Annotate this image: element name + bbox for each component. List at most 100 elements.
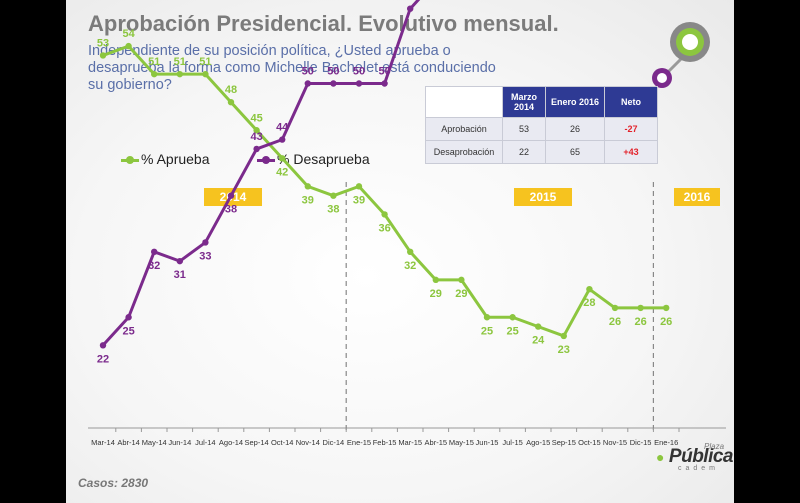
data-label: 44 [276, 122, 289, 134]
net-table-col-3: Neto [604, 86, 658, 118]
data-point [663, 304, 670, 312]
legend-line-aprueba [121, 155, 139, 164]
legend-item-desaprueba: % Desaprueba [257, 151, 370, 167]
data-label: 22 [97, 353, 109, 365]
x-tick-label: May-14 [142, 438, 167, 447]
page-title: Aprobación Presidencial. Evolutivo mensu… [88, 11, 559, 36]
data-point [483, 314, 491, 321]
data-label: 25 [122, 325, 134, 337]
legend-item-aprueba: % Aprueba [121, 151, 210, 167]
x-tick-label: Nov-15 [603, 438, 627, 447]
net-table-corner [425, 86, 503, 118]
legend-line-desaprueba [257, 155, 275, 164]
brand-main: Pública [668, 446, 734, 467]
data-label: 48 [225, 84, 237, 96]
x-tick-label: Dic-15 [630, 438, 652, 447]
data-point [99, 52, 107, 59]
data-label: 32 [148, 260, 160, 272]
table-row: Desaprobación 22 65 +43 [425, 140, 658, 164]
data-point [151, 248, 158, 255]
slide: Aprobación Presidencial. Evolutivo mensu… [66, 0, 734, 503]
year-badge-2016: 2016 [674, 188, 720, 206]
legend-label-aprueba: % Aprueba [141, 151, 210, 167]
data-point [560, 332, 567, 340]
net-row-v1: 22 [502, 140, 546, 164]
data-label: 50 [378, 66, 390, 78]
x-tick-label: Sep-14 [245, 438, 269, 447]
data-point [253, 145, 260, 153]
data-point [355, 183, 363, 190]
data-label: 32 [404, 260, 416, 272]
x-tick-label: Jul-14 [195, 438, 215, 447]
data-label: 50 [302, 66, 314, 78]
data-point [125, 42, 132, 50]
data-point [381, 80, 388, 87]
cases-note: Casos: 2830 [78, 476, 149, 490]
data-point [125, 314, 132, 321]
data-label: 39 [302, 194, 314, 206]
brand-top: Plaza [704, 442, 725, 451]
net-row-v2: 65 [545, 140, 605, 164]
data-label: 50 [353, 66, 365, 78]
data-label: 51 [174, 56, 186, 68]
data-label: 29 [455, 288, 467, 300]
x-tick-label: Mar-15 [398, 438, 422, 447]
data-label: 33 [199, 250, 211, 262]
year-badge-2015: 2015 [514, 188, 572, 206]
brand-dot-icon: ● [656, 449, 665, 465]
data-point [304, 183, 311, 190]
x-tick-label: Ago-14 [219, 438, 243, 447]
x-tick-label: Ene-15 [347, 438, 371, 447]
data-point [611, 304, 619, 312]
data-label: 39 [353, 194, 365, 206]
data-point [151, 70, 158, 78]
data-point [535, 323, 542, 330]
data-label: 36 [378, 222, 390, 234]
data-label: 26 [609, 316, 621, 328]
brand-bottom: cadem [678, 465, 720, 472]
data-point [330, 80, 337, 87]
data-point [227, 99, 235, 106]
data-point [279, 136, 286, 143]
x-tick-label: Oct-14 [271, 438, 294, 447]
data-label: 31 [174, 269, 186, 281]
data-point [407, 248, 414, 255]
x-tick-label: Feb-15 [373, 438, 397, 447]
data-label: 26 [634, 316, 646, 328]
x-tick-label: Ene-16 [654, 438, 678, 447]
x-tick-label: Jun-15 [476, 438, 499, 447]
data-point [637, 304, 644, 312]
legend-label-desaprueba: % Desaprueba [277, 151, 370, 167]
net-row-net: +43 [604, 140, 658, 164]
brand-ring-icon [646, 12, 716, 92]
data-label: 29 [430, 288, 442, 300]
x-tick-label: Nov-14 [296, 438, 320, 447]
x-tick-label: Mar-14 [91, 438, 115, 447]
series-line-1 [101, 0, 421, 347]
x-tick-label: Dic-14 [323, 438, 345, 447]
data-label: 24 [532, 335, 545, 347]
data-point [458, 276, 465, 284]
data-point [432, 276, 439, 284]
x-tick-label: Abr-15 [425, 438, 448, 447]
net-row-label: Desaprobación [425, 140, 503, 164]
data-label: 43 [250, 131, 262, 143]
data-label: 23 [558, 344, 570, 356]
brand-logo: Plaza ● Pública cadem [656, 442, 734, 472]
data-point [381, 211, 388, 218]
net-table-col-2: Enero 2016 [545, 86, 605, 118]
data-point [586, 286, 593, 293]
data-point [176, 70, 183, 78]
data-point [279, 155, 286, 162]
data-label: 26 [660, 316, 672, 328]
data-label: 38 [225, 204, 237, 216]
data-label: 38 [327, 204, 339, 216]
x-tick-label: Jul-15 [502, 438, 522, 447]
x-tick-label: Ago-15 [526, 438, 550, 447]
page-subtitle: Independiente de su posición política, ¿… [88, 43, 496, 93]
data-label: 25 [481, 325, 493, 337]
data-point [355, 80, 363, 87]
x-tick-label: May-15 [449, 438, 474, 447]
data-label: 50 [327, 66, 339, 78]
data-point [330, 192, 337, 199]
